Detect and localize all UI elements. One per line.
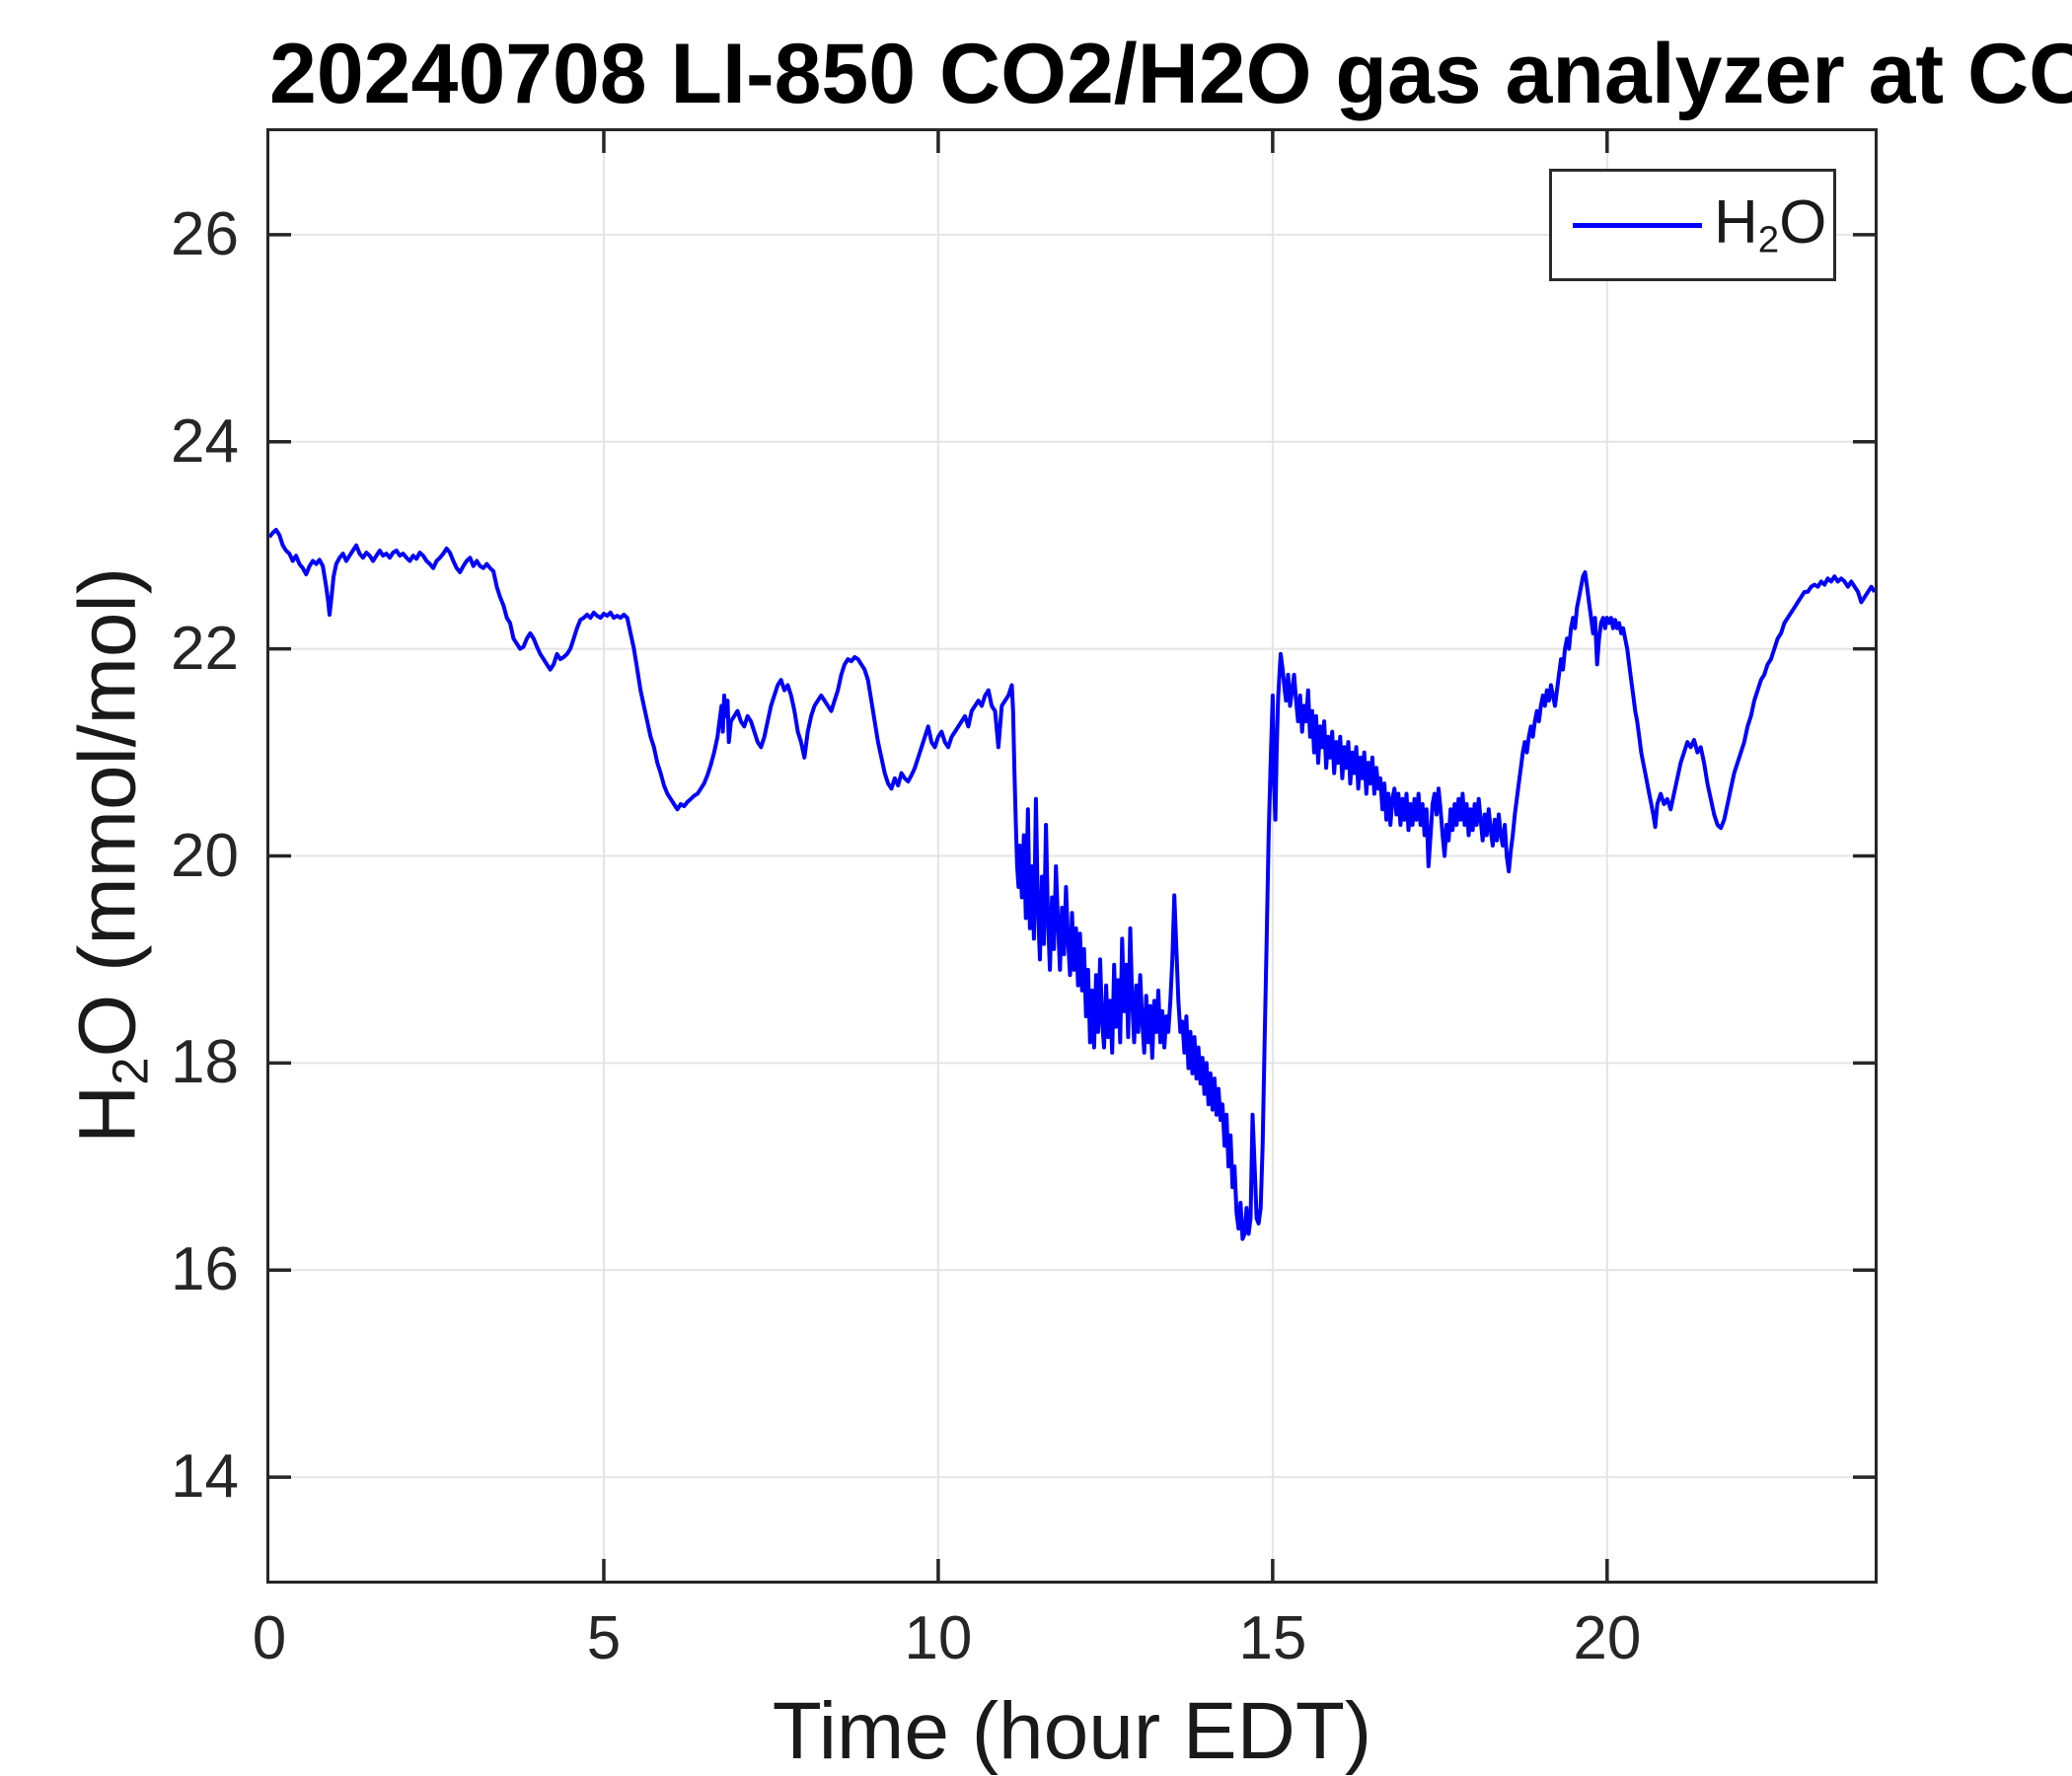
y-tick-label: 26 [171,199,239,268]
x-tick-label: 15 [1238,1604,1307,1672]
y-tick-label: 16 [171,1235,239,1304]
legend-line-sample [1573,222,1702,228]
y-tick-label: 22 [171,614,239,683]
x-axis-label: Time (hour EDT) [772,1686,1372,1776]
h2o-data-line [269,528,1875,1241]
legend-entry-label: H2O [1714,188,1827,261]
legend-label-subscript: 2 [1757,218,1780,261]
plot-area [266,128,1878,1584]
x-tick-label: 20 [1573,1604,1642,1672]
x-tick-label: 10 [904,1604,973,1672]
x-tick-label: 5 [586,1604,622,1672]
y-tick-label: 20 [171,821,239,890]
x-tick-label: 0 [252,1604,287,1672]
y-tick-label: 14 [171,1443,239,1512]
y-tick-label: 24 [171,407,239,476]
chart-title: 20240708 LI-850 CO2/H2O gas analyzer at … [269,27,2072,121]
y-tick-label: 18 [171,1028,239,1097]
chart-plot-svg [269,131,1875,1581]
legend-box: H2O [1549,169,1836,281]
